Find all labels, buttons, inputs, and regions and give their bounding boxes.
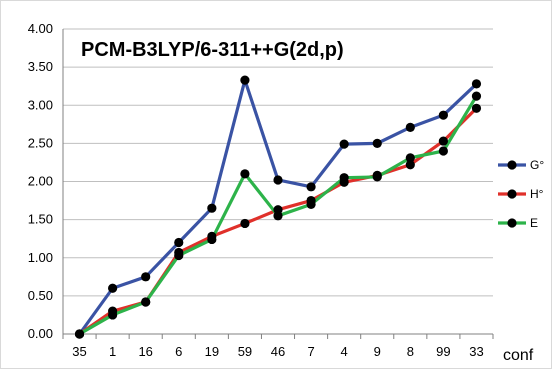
y-tick-label: 1.50 [28,212,53,227]
data-point [471,91,482,101]
axes [62,29,494,339]
legend-label: E [530,216,538,230]
data-point [372,138,382,148]
data-point [438,146,448,156]
y-tick-label: 3.50 [28,59,53,74]
data-point [438,136,448,146]
series-markers [74,75,482,339]
x-tick-label: 99 [436,344,450,359]
y-tick-label: 4.00 [28,21,53,36]
data-point [471,79,482,89]
legend-label: H° [530,187,544,201]
data-point [141,297,151,307]
y-tick-label: 1.00 [28,250,53,265]
tick-labels: 0.00 0.50 1.00 1.50 2.00 2.50 3.00 3.50 4.00 35 1 1… [28,21,484,359]
data-point [471,103,482,113]
data-point [372,172,382,182]
legend: G° H° E [498,158,544,230]
y-tick-label: 0.50 [28,288,53,303]
data-point [306,199,316,209]
data-point [240,218,250,229]
data-point [141,272,151,282]
data-point [339,139,349,149]
data-point [438,110,448,120]
data-point [273,211,283,221]
data-point [339,173,349,183]
x-tick-label: 16 [138,344,152,359]
legend-item: G° [498,158,544,172]
legend-item: E [498,216,538,230]
data-point [108,310,118,320]
data-point [240,169,250,179]
data-point [405,153,415,163]
x-tick-label: 35 [72,344,86,359]
x-tick-label: 46 [271,344,285,359]
data-point [207,203,217,213]
legend-label: G° [530,158,544,172]
data-point [405,160,415,170]
data-point [174,250,184,261]
x-tick-label: 9 [374,344,381,359]
x-tick-label: 19 [205,344,219,359]
x-tick-label: 4 [341,344,348,359]
x-axis-label: conf [503,347,534,364]
data-point [306,182,316,192]
y-tick-label: 3.00 [28,97,53,112]
legend-marker [507,160,517,170]
legend-marker [507,189,517,199]
legend-marker [507,218,517,228]
data-point [207,234,217,245]
y-tick-label: 2.50 [28,135,53,150]
data-point [74,329,85,339]
data-point [108,283,118,293]
legend-item: H° [498,187,544,201]
x-tick-label: 33 [469,344,483,359]
x-tick-label: 6 [175,344,182,359]
x-tick-label: 8 [407,344,414,359]
y-tick-label: 2.00 [28,174,53,189]
y-tick-label: 0.00 [28,326,53,341]
x-tick-label: 1 [109,344,116,359]
data-point [240,75,250,85]
x-tick-label: 7 [307,344,314,359]
series-line-2 [78,107,478,336]
data-point [405,122,415,132]
chart-title: PCM-B3LYP/6-311++G(2d,p) [81,39,344,61]
data-point [174,237,184,248]
data-point [273,175,283,185]
gridlines [63,28,493,297]
x-tick-label: 59 [238,344,252,359]
